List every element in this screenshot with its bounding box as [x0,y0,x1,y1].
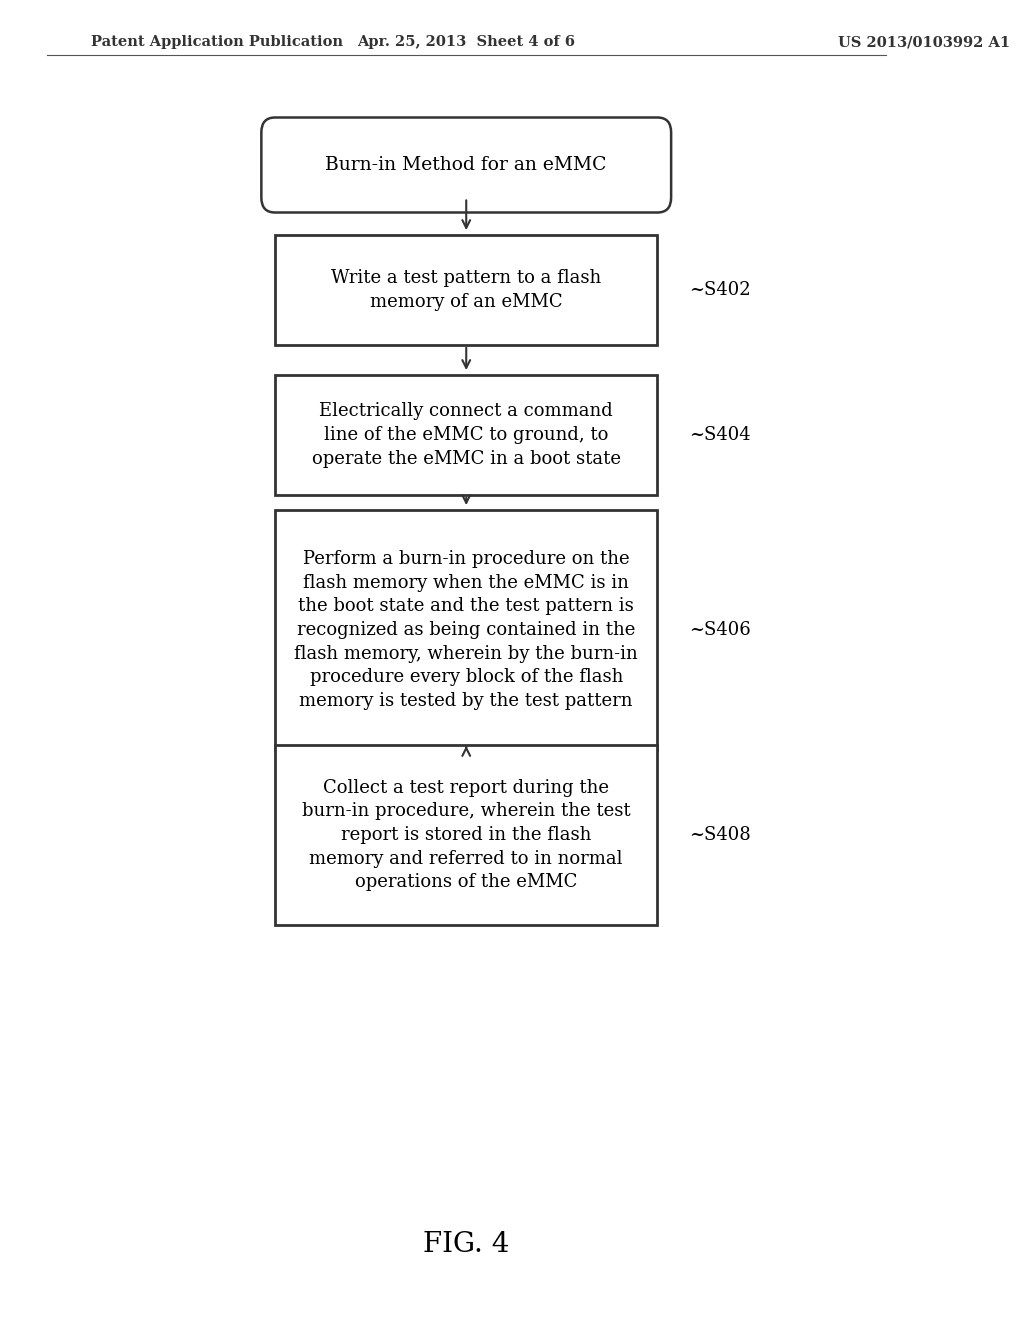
Text: ~S404: ~S404 [689,426,751,444]
Text: FIG. 4: FIG. 4 [423,1232,509,1258]
Text: Apr. 25, 2013  Sheet 4 of 6: Apr. 25, 2013 Sheet 4 of 6 [357,36,575,49]
FancyBboxPatch shape [275,375,657,495]
Text: Patent Application Publication: Patent Application Publication [91,36,343,49]
Text: Write a test pattern to a flash
memory of an eMMC: Write a test pattern to a flash memory o… [331,269,601,310]
Text: Collect a test report during the
burn-in procedure, wherein the test
report is s: Collect a test report during the burn-in… [302,779,631,891]
Text: ~S406: ~S406 [689,620,751,639]
Text: Burn-in Method for an eMMC: Burn-in Method for an eMMC [326,156,607,174]
Text: Perform a burn-in procedure on the
flash memory when the eMMC is in
the boot sta: Perform a burn-in procedure on the flash… [294,550,638,710]
Text: ~S408: ~S408 [689,826,751,843]
Text: ~S402: ~S402 [689,281,751,300]
FancyBboxPatch shape [275,235,657,345]
Text: Electrically connect a command
line of the eMMC to ground, to
operate the eMMC i: Electrically connect a command line of t… [311,403,621,467]
Text: US 2013/0103992 A1: US 2013/0103992 A1 [838,36,1010,49]
FancyBboxPatch shape [275,744,657,925]
FancyBboxPatch shape [261,117,671,213]
FancyBboxPatch shape [275,510,657,750]
